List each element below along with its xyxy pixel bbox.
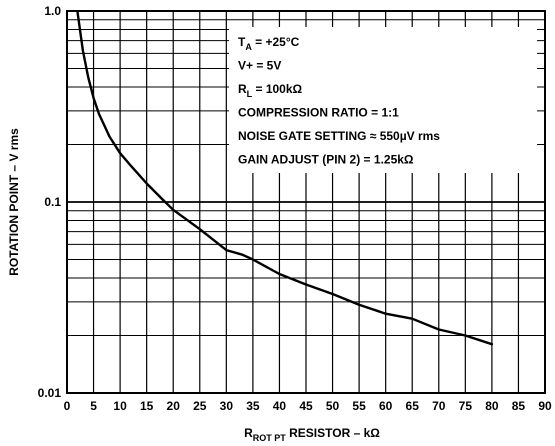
y-tick-label: 1.0 bbox=[44, 4, 61, 18]
annotation-line: GAIN ADJUST (PIN 2) = 1.25kΩ bbox=[238, 153, 414, 167]
y-axis-label: ROTATION POINT – V rms bbox=[7, 128, 21, 276]
x-tick-label: 35 bbox=[246, 399, 260, 413]
x-tick-label: 45 bbox=[299, 399, 313, 413]
x-tick-label: 25 bbox=[193, 399, 207, 413]
x-tick-label: 30 bbox=[220, 399, 234, 413]
x-tick-label: 80 bbox=[485, 399, 499, 413]
x-tick-label: 55 bbox=[352, 399, 366, 413]
x-tick-label: 75 bbox=[459, 399, 473, 413]
x-tick-label: 60 bbox=[379, 399, 393, 413]
x-tick-label: 50 bbox=[326, 399, 340, 413]
x-tick-label: 20 bbox=[167, 399, 181, 413]
y-tick-label: 0.01 bbox=[38, 386, 62, 400]
annotation-box bbox=[228, 27, 538, 173]
plot-frame bbox=[66, 10, 546, 394]
annotation-line: V+ = 5V bbox=[238, 59, 281, 73]
x-tick-label: 15 bbox=[140, 399, 154, 413]
x-tick-label: 0 bbox=[64, 399, 71, 413]
x-tick-label: 90 bbox=[538, 399, 552, 413]
x-tick-labels: 0 5 10 15 20 25 30 35 40 45 50 55 60 65 70 75 80 85 90 bbox=[64, 399, 552, 413]
x-tick-label: 10 bbox=[113, 399, 127, 413]
annotation-line: NOISE GATE SETTING ≈ 550µV rms bbox=[238, 129, 440, 143]
annotation-line: RL = 100kΩ bbox=[238, 82, 303, 99]
x-tick-label: 85 bbox=[512, 399, 526, 413]
series-line bbox=[76, 11, 494, 346]
annotation-line: TA = +25°C bbox=[238, 35, 300, 52]
annotation-line: COMPRESSION RATIO = 1:1 bbox=[238, 106, 399, 120]
y-tick-label: 0.1 bbox=[44, 195, 61, 209]
annotations: TA = +25°C V+ = 5V RL = 100kΩ COMPRESSION R… bbox=[238, 35, 440, 167]
x-tick-label: 5 bbox=[90, 399, 97, 413]
x-tick-label: 40 bbox=[273, 399, 287, 413]
x-tick-label: 70 bbox=[432, 399, 446, 413]
x-axis-label: RROT PT RESISTOR – kΩ bbox=[244, 426, 380, 443]
x-tick-label: 65 bbox=[406, 399, 420, 413]
y-tick-labels: 1.0 0.1 0.01 bbox=[38, 4, 62, 400]
